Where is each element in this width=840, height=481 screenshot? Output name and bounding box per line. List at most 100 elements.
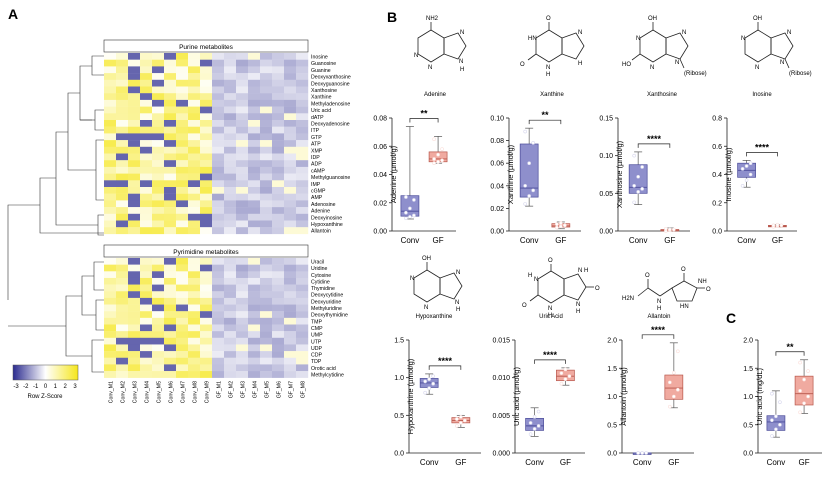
- heatmap-cell: [272, 126, 285, 134]
- inosine-n4: N: [780, 60, 784, 66]
- heatmap-cell: [212, 271, 225, 279]
- heatmap-cell: [152, 213, 165, 221]
- heatmap-cell: [116, 304, 129, 312]
- purine-title-box: [103, 39, 309, 53]
- heatmap-cell: [236, 106, 249, 114]
- xanthosine-n3: N: [682, 30, 686, 36]
- heatmap-cell: [272, 120, 285, 127]
- heatmap-cell: [248, 193, 261, 201]
- heatmap-cell: [272, 213, 285, 221]
- heatmap-cell: [176, 173, 189, 181]
- heatmap-cell: [116, 193, 129, 201]
- heatmap-cell: [128, 258, 141, 265]
- x-tick-label: Conv: [525, 458, 544, 467]
- pyrimidine-row-label: Deoxyuridine: [311, 299, 341, 305]
- heatmap-cell: [284, 324, 297, 332]
- heatmap-cell: [248, 166, 261, 174]
- x-tick-label: Conv: [520, 236, 539, 245]
- heatmap-column-label: GF_M1: [216, 381, 222, 398]
- heatmap-cell: [200, 166, 213, 174]
- heatmap-cell: [104, 53, 117, 60]
- heatmap-cell: [188, 86, 201, 94]
- heatmap-cell: [152, 73, 165, 80]
- heatmap-cell: [104, 120, 117, 127]
- heatmap-cell: [116, 140, 129, 147]
- heatmap-cell: [128, 324, 141, 332]
- data-point: [802, 401, 806, 406]
- y-tick-label: 0.00: [490, 229, 504, 236]
- heatmap-cell: [212, 86, 225, 94]
- pyrimidine-row-label: TDP: [311, 359, 322, 365]
- heatmap-cell: [176, 337, 189, 345]
- heatmap-cell: [164, 200, 177, 208]
- dendrogram-branch: [81, 275, 96, 316]
- significance-bracket: [428, 365, 462, 370]
- heatmap-cell: [272, 166, 285, 174]
- heatmap-cell: [140, 113, 153, 121]
- y-tick-label: 0.0: [712, 229, 722, 236]
- heatmap-cell: [248, 120, 261, 127]
- heatmap-cell: [176, 271, 189, 279]
- y-tick-label: 1.0: [394, 375, 404, 382]
- heatmap-cell: [200, 160, 213, 168]
- heatmap-cell: [104, 311, 117, 319]
- data-point: [532, 415, 537, 419]
- heatmap-cell: [260, 277, 273, 285]
- heatmap-cell: [272, 200, 285, 208]
- heatmap-cell: [128, 297, 141, 305]
- heatmap-cell: [104, 207, 117, 214]
- dendrogram-branch: [55, 131, 98, 226]
- y-tick-label: 0.05: [599, 191, 613, 198]
- heatmap-cell: [248, 99, 261, 107]
- heatmap-cell: [188, 357, 201, 365]
- heatmap-cell: [284, 304, 297, 312]
- heatmap-cell: [116, 120, 129, 127]
- pyrimidine-row-label: Cytosine: [311, 273, 331, 279]
- heatmap-cell: [296, 357, 309, 365]
- heatmap-cell: [236, 264, 249, 272]
- adenine-n1: N: [414, 53, 418, 59]
- heatmap-cell: [224, 264, 237, 272]
- heatmap-cell: [272, 79, 285, 87]
- y-tick-label: 0.8: [712, 116, 722, 123]
- heatmap-cell: [224, 351, 237, 358]
- xanthine-h: H: [546, 72, 550, 78]
- purine-row-label: Methyladenosine: [311, 101, 350, 107]
- compound-name: Adenine: [424, 92, 447, 98]
- data-point: [423, 390, 427, 395]
- heatmap-cell: [104, 59, 117, 67]
- significance-bracket: [534, 359, 566, 364]
- purine-row-label: XMP: [311, 148, 323, 154]
- heatmap-cell: [296, 284, 309, 292]
- heatmap-cell: [104, 140, 117, 147]
- heatmap-cell: [104, 337, 117, 345]
- data-point: [798, 360, 802, 365]
- data-point: [672, 394, 676, 399]
- heatmap-cell: [152, 106, 165, 114]
- heatmap-cell: [236, 133, 249, 141]
- heatmap-cell: [200, 351, 213, 358]
- heatmap-cell: [164, 113, 177, 121]
- heatmap-cell: [260, 331, 273, 338]
- inosine-oh: OH: [753, 16, 762, 22]
- heatmap-cell: [248, 93, 261, 101]
- heatmap-cell: [128, 173, 141, 181]
- heatmap-cell: [116, 220, 129, 228]
- heatmap-cell: [212, 59, 225, 67]
- heatmap-cell: [296, 166, 309, 174]
- heatmap-cell: [152, 277, 165, 285]
- heatmap-cell: [104, 264, 117, 272]
- heatmap-cell: [224, 227, 237, 235]
- heatmap-cell: [164, 153, 177, 161]
- heatmap-cell: [284, 258, 297, 265]
- heatmap-cell: [164, 371, 177, 378]
- heatmap-cell: [140, 140, 153, 147]
- heatmap-cell: [260, 140, 273, 147]
- heatmap-cell: [284, 297, 297, 305]
- heatmap-cell: [224, 213, 237, 221]
- hypoxanthine-h: H: [456, 307, 460, 313]
- data-point: [676, 349, 680, 354]
- heatmap-cell: [296, 351, 309, 358]
- heatmap-cell: [296, 331, 309, 338]
- heatmap-cell: [260, 213, 273, 221]
